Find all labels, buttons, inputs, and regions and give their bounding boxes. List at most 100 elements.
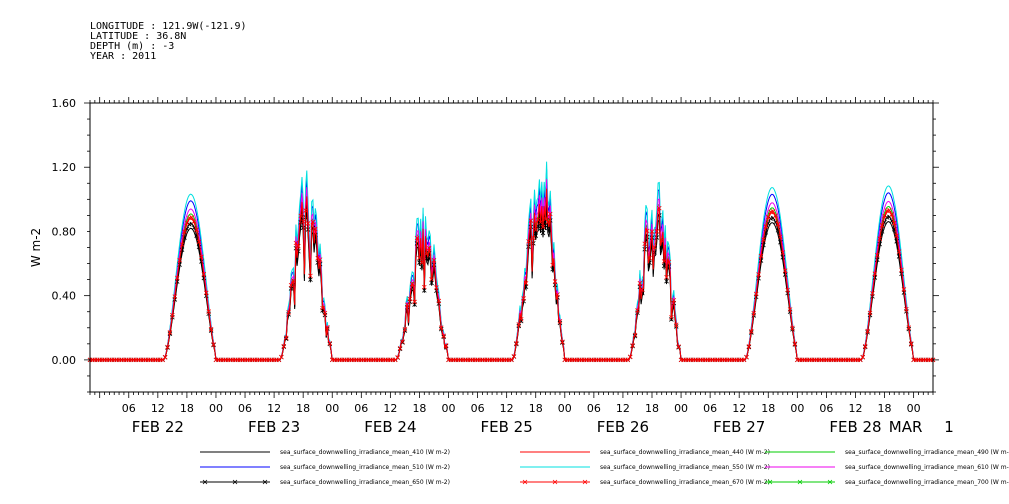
- series-marker: [669, 317, 674, 322]
- y-tick-label: 1.20: [52, 161, 77, 174]
- series-marker: [184, 220, 190, 226]
- series-marker: [211, 342, 216, 347]
- plot-frame: [89, 102, 934, 393]
- series-marker: [206, 309, 211, 314]
- legend-label: sea_surface_downwelling_irradiance_mean_…: [600, 449, 770, 456]
- y-tick-label: 1.60: [52, 97, 77, 110]
- x-hour-tick-label: 06: [471, 402, 485, 415]
- series-marker: [409, 281, 415, 287]
- series-line: [90, 179, 933, 361]
- series-marker: [879, 223, 885, 228]
- legend-label: sea_surface_downwelling_irradiance_mean_…: [600, 464, 770, 471]
- series-marker: [673, 322, 679, 328]
- series-line: [90, 201, 933, 361]
- series-marker: [419, 264, 425, 270]
- series-marker: [441, 333, 446, 339]
- series-marker: [429, 280, 434, 286]
- x-hour-tick-label: 18: [878, 402, 892, 415]
- legend-marker: [767, 479, 773, 485]
- series-marker: [400, 339, 405, 344]
- series-marker: [279, 354, 284, 360]
- series-marker: [889, 212, 895, 217]
- series-marker: [538, 226, 543, 231]
- series-marker: [669, 315, 674, 320]
- series-marker: [308, 277, 313, 282]
- legend: sea_surface_downwelling_irradiance_mean_…: [200, 449, 1009, 486]
- series-marker: [758, 258, 764, 263]
- series-marker: [167, 330, 173, 335]
- series-marker: [654, 235, 660, 240]
- series-marker: [746, 344, 752, 349]
- x-hour-tick-label: 18: [296, 402, 310, 415]
- x-hour-tick-label: 06: [703, 402, 717, 415]
- series-line: [90, 184, 933, 361]
- series-marker: [310, 219, 316, 225]
- series-marker: [671, 297, 677, 303]
- series-marker: [514, 341, 519, 346]
- series-marker: [765, 214, 771, 220]
- y-tick-label: 0.80: [52, 225, 77, 238]
- series-marker: [189, 215, 195, 220]
- series-marker: [298, 213, 304, 219]
- x-hour-tick-label: 18: [180, 402, 194, 415]
- series-marker: [763, 224, 769, 229]
- series-marker: [635, 308, 640, 313]
- series-marker: [778, 234, 783, 240]
- series-marker: [303, 208, 308, 213]
- x-hour-tick-label: 06: [819, 402, 833, 415]
- legend-marker: [797, 479, 803, 485]
- x-hour-tick-label: 00: [325, 402, 339, 415]
- series-marker: [317, 257, 323, 262]
- axes: 06 12 18 00 06 12 18 00 06 12 18 00 06 12 18 00 06 12 18 00…: [52, 97, 954, 436]
- series-marker: [443, 343, 449, 348]
- series-marker: [434, 285, 439, 290]
- x-hour-tick-label: 00: [907, 402, 921, 415]
- series-marker: [412, 299, 417, 305]
- series-marker: [518, 318, 524, 324]
- series-marker: [625, 357, 631, 363]
- series-marker: [652, 244, 657, 250]
- series-line: [90, 188, 933, 361]
- series-marker: [637, 280, 643, 286]
- legend-marker: [827, 479, 833, 485]
- series-marker: [422, 284, 427, 290]
- series-marker: [560, 339, 565, 345]
- series-marker: [860, 354, 866, 360]
- x-hour-tick-label: 18: [761, 402, 775, 415]
- series-marker: [875, 257, 880, 263]
- year-text: YEAR : 2011: [90, 51, 157, 62]
- series-marker: [172, 294, 178, 299]
- series-marker: [199, 254, 204, 260]
- latitude-text: LATITUDE : 36.8N: [90, 31, 187, 42]
- x-date-label: FEB 25: [481, 418, 533, 436]
- series-marker: [325, 324, 330, 330]
- series-marker: [547, 211, 553, 217]
- series-marker: [414, 235, 420, 241]
- series-marker: [201, 275, 207, 281]
- legend-marker: [552, 479, 558, 485]
- longitude-text: LONGITUDE : 121.9W(-121.9): [90, 21, 247, 32]
- x-date-label: 1: [944, 418, 954, 436]
- x-hour-tick-label: 18: [412, 402, 426, 415]
- series-marker: [182, 229, 187, 235]
- series-marker: [649, 229, 655, 234]
- legend-marker: [262, 479, 268, 485]
- series-marker: [644, 228, 650, 234]
- series-marker: [901, 287, 907, 292]
- series-marker: [436, 298, 442, 304]
- series-marker: [899, 267, 904, 273]
- x-hour-tick-label: 06: [238, 402, 252, 415]
- series-marker: [281, 343, 287, 349]
- series-marker: [308, 273, 313, 279]
- series-marker: [780, 255, 786, 260]
- series-marker: [908, 341, 914, 346]
- series-marker: [906, 325, 912, 330]
- series-marker: [773, 213, 778, 218]
- series-marker: [661, 259, 667, 264]
- series-line: [90, 169, 933, 361]
- x-date-label: FEB 28: [829, 418, 881, 436]
- x-date-label: FEB 26: [597, 418, 649, 436]
- series-marker: [785, 287, 790, 293]
- series-marker: [753, 291, 759, 297]
